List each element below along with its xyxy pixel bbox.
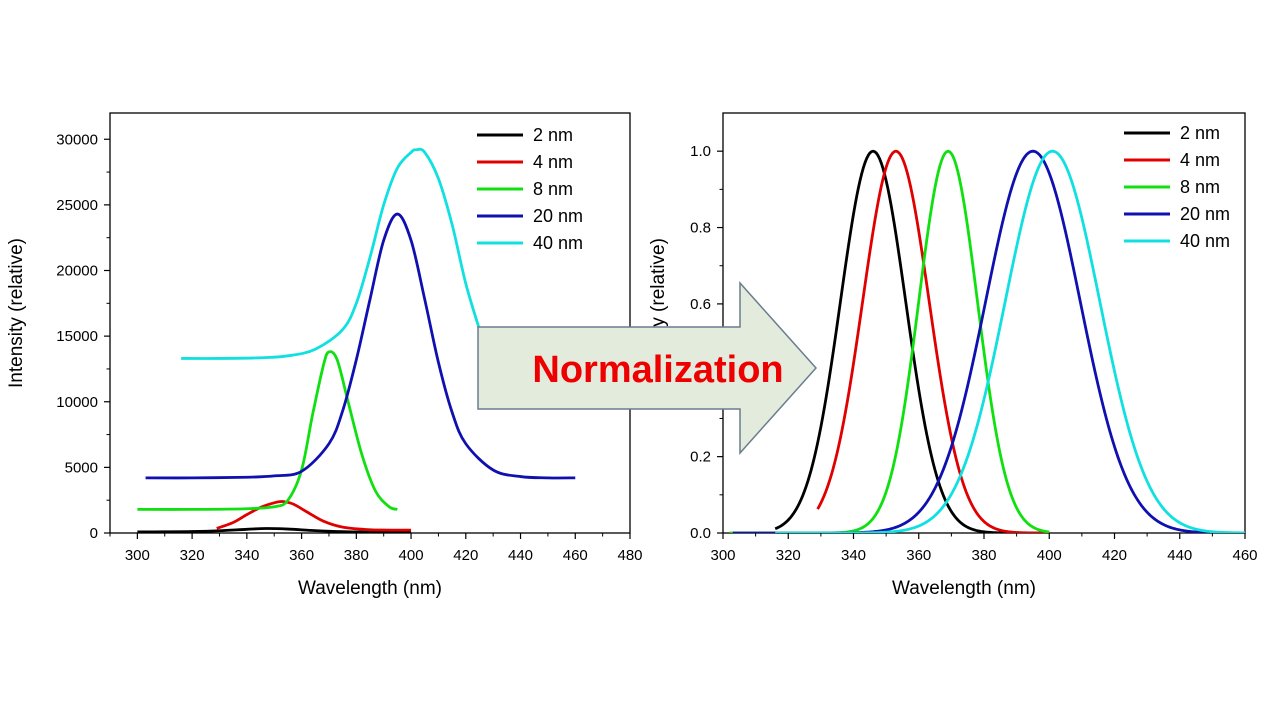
x-tick-label: 420 — [1102, 547, 1127, 564]
series-line-2-nm — [137, 527, 412, 533]
y-tick-label: 1.0 — [690, 143, 711, 160]
y-tick-label: 15000 — [56, 328, 98, 345]
legend-label: 8 nm — [533, 179, 573, 199]
legend-label: 2 nm — [1180, 123, 1220, 143]
x-tick-label: 380 — [971, 547, 996, 564]
legend-label: 4 nm — [1180, 150, 1220, 170]
x-tick-label: 300 — [125, 547, 150, 564]
y-tick-label: 0.6 — [690, 296, 711, 313]
normalization-arrow: Normalization — [477, 281, 818, 455]
x-tick-label: 320 — [180, 547, 205, 564]
x-tick-label: 320 — [776, 547, 801, 564]
y-tick-label: 20000 — [56, 263, 98, 280]
x-tick-label: 440 — [1167, 547, 1192, 564]
series-line-40-nm — [775, 149, 1245, 533]
x-axis-label: Wavelength (nm) — [298, 578, 442, 599]
y-tick-label: 0.8 — [690, 220, 711, 237]
y-tick-label: 10000 — [56, 394, 98, 411]
legend-label: 4 nm — [533, 152, 573, 172]
x-tick-label: 340 — [841, 547, 866, 564]
x-tick-label: 460 — [1232, 547, 1257, 564]
y-tick-label: 0.2 — [690, 449, 711, 466]
y-tick-label: 0 — [90, 525, 98, 542]
x-tick-label: 420 — [453, 547, 478, 564]
x-tick-label: 340 — [234, 547, 259, 564]
plot-frame — [109, 112, 631, 534]
x-tick-label: 360 — [906, 547, 931, 564]
x-tick-label: 460 — [563, 547, 588, 564]
x-axis-label: Wavelength (nm) — [892, 578, 1036, 599]
legend-label: 40 nm — [1180, 231, 1230, 251]
legend-label: 20 nm — [1180, 204, 1230, 224]
legend-label: 2 nm — [533, 125, 573, 145]
y-tick-label: 5000 — [65, 459, 98, 476]
series-line-40-nm — [181, 147, 481, 360]
series-line-4-nm — [216, 500, 412, 532]
plot-frame — [722, 112, 1246, 534]
y-tick-label: 25000 — [56, 197, 98, 214]
x-tick-label: 440 — [508, 547, 533, 564]
y-tick-label: 30000 — [56, 131, 98, 148]
arrow-shape — [477, 281, 818, 455]
series-line-8-nm — [729, 149, 1050, 533]
legend-label: 8 nm — [1180, 177, 1220, 197]
x-tick-label: 400 — [399, 547, 424, 564]
series-line-20-nm — [145, 212, 576, 480]
x-tick-label: 380 — [344, 547, 369, 564]
chart-raw-intensity: 300 320 340 360 380 400 420 440 460 480 0 5000 10000… — [6, 112, 643, 599]
arrow-label: Normalization — [532, 349, 783, 391]
y-tick-label: 0.0 — [690, 525, 711, 542]
legend-label: 40 nm — [533, 233, 583, 253]
x-tick-label: 300 — [710, 547, 735, 564]
series-line-8-nm — [137, 350, 398, 511]
y-axis-label: Intensity (relative) — [6, 238, 27, 388]
x-tick-label: 360 — [289, 547, 314, 564]
series-line-4-nm — [816, 149, 1050, 533]
legend-label: 20 nm — [533, 206, 583, 226]
x-tick-label: 400 — [1037, 547, 1062, 564]
x-tick-label: 480 — [617, 547, 642, 564]
